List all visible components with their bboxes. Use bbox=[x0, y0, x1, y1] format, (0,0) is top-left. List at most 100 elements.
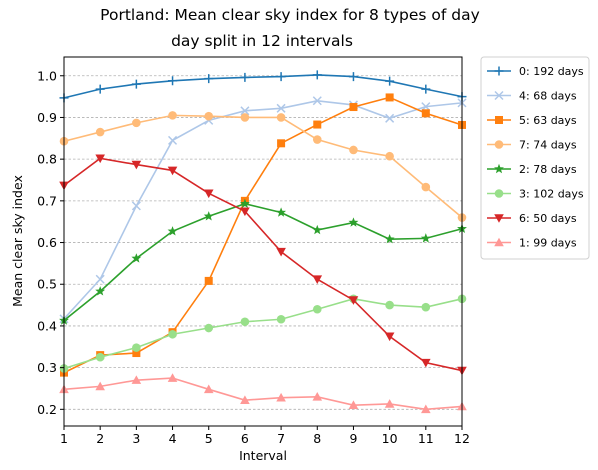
legend-marker bbox=[495, 116, 503, 124]
data-point bbox=[95, 352, 105, 362]
legend-marker bbox=[494, 66, 504, 76]
series-4 bbox=[59, 111, 467, 222]
y-tick-label: 0.7 bbox=[37, 193, 57, 208]
data-point bbox=[312, 135, 322, 144]
series-layer bbox=[59, 70, 467, 414]
legend: 0: 192 days 4: 68 days 5: 63 days 7: 74 day… bbox=[480, 56, 590, 260]
x-tick-label: 3 bbox=[132, 431, 140, 446]
data-point bbox=[421, 358, 431, 368]
x-tick-label: 12 bbox=[454, 431, 470, 446]
legend-entry: 0: 192 days bbox=[487, 65, 584, 78]
data-point bbox=[132, 343, 141, 352]
series-line bbox=[63, 74, 463, 99]
legend-entry: 1: 99 days bbox=[487, 237, 577, 250]
series-2 bbox=[59, 96, 467, 324]
data-point bbox=[131, 79, 141, 89]
data-point bbox=[385, 93, 394, 102]
data-point bbox=[276, 103, 286, 113]
data-point bbox=[131, 375, 142, 384]
data-point bbox=[168, 111, 177, 120]
data-point bbox=[276, 207, 287, 217]
data-point bbox=[384, 399, 395, 408]
data-point bbox=[203, 211, 214, 221]
legend-entry: 7: 74 days bbox=[487, 139, 577, 152]
data-point bbox=[276, 72, 286, 82]
data-point bbox=[168, 76, 178, 86]
data-point bbox=[420, 233, 431, 243]
chart-title-line2: day split in 12 intervals bbox=[171, 32, 353, 50]
data-point bbox=[421, 109, 430, 118]
data-point bbox=[348, 217, 359, 227]
x-tick-label: 9 bbox=[349, 431, 357, 446]
data-point bbox=[312, 70, 322, 80]
x-tick-label: 1 bbox=[60, 431, 68, 446]
data-point bbox=[385, 300, 394, 310]
data-point bbox=[313, 120, 322, 129]
legend-entry: 6: 50 days bbox=[487, 212, 577, 225]
series-7 bbox=[59, 154, 467, 376]
x-tick-label: 4 bbox=[169, 431, 177, 446]
legend-entry: 3: 102 days bbox=[487, 188, 584, 201]
series-line bbox=[63, 202, 463, 322]
legend-label: 1: 99 days bbox=[519, 237, 577, 250]
y-tick-label: 0.9 bbox=[37, 110, 57, 125]
legend-label: 6: 50 days bbox=[519, 212, 577, 225]
y-tick-label: 0.5 bbox=[37, 277, 57, 292]
data-point bbox=[421, 84, 431, 94]
data-point bbox=[204, 111, 214, 121]
data-point bbox=[421, 182, 431, 192]
data-point bbox=[132, 118, 141, 128]
series-line bbox=[63, 99, 463, 320]
data-point bbox=[95, 274, 105, 284]
series-6 bbox=[59, 294, 467, 373]
legend-label: 3: 102 days bbox=[519, 188, 584, 201]
data-point bbox=[312, 275, 323, 285]
data-point bbox=[385, 113, 395, 123]
data-point bbox=[312, 224, 323, 235]
legend-frame bbox=[480, 56, 590, 260]
series-line bbox=[63, 96, 463, 374]
legend-entry: 5: 63 days bbox=[487, 114, 577, 127]
data-point bbox=[95, 286, 106, 296]
data-point bbox=[240, 207, 250, 217]
chart-title-line1: Portland: Mean clear sky index for 8 typ… bbox=[100, 6, 480, 24]
y-tick-label: 1.0 bbox=[37, 68, 57, 83]
legend-marker bbox=[494, 237, 504, 247]
y-tick-label: 0.4 bbox=[37, 318, 57, 333]
x-tick-label: 8 bbox=[313, 431, 321, 446]
legend-label: 2: 78 days bbox=[519, 163, 577, 176]
series-line bbox=[63, 114, 463, 219]
legend-entry: 4: 68 days bbox=[487, 90, 577, 103]
data-point bbox=[421, 102, 431, 112]
x-tick-label: 10 bbox=[382, 431, 398, 446]
legend-entry: 2: 78 days bbox=[487, 163, 577, 176]
data-point bbox=[204, 276, 213, 285]
data-point bbox=[240, 395, 250, 404]
data-point bbox=[312, 304, 322, 314]
y-tick-label: 0.6 bbox=[37, 235, 57, 250]
data-point bbox=[240, 113, 250, 122]
series-line bbox=[63, 157, 463, 372]
data-point bbox=[240, 106, 250, 116]
data-point bbox=[131, 201, 141, 211]
data-point bbox=[131, 160, 142, 170]
data-point bbox=[384, 332, 395, 342]
y-ticks: 0.2 0.3 0.4 0.5 0.6 0.7 0.8 0.9 1.0 bbox=[37, 68, 64, 417]
data-point bbox=[204, 323, 214, 333]
x-tick-label: 11 bbox=[418, 431, 434, 446]
data-point bbox=[312, 392, 323, 401]
data-point bbox=[277, 139, 286, 148]
data-point bbox=[348, 296, 359, 305]
legend-marker bbox=[494, 189, 504, 198]
data-point bbox=[167, 373, 178, 382]
legend-label: 0: 192 days bbox=[519, 65, 584, 78]
y-tick-label: 0.2 bbox=[37, 402, 57, 417]
data-point bbox=[276, 392, 286, 402]
data-point bbox=[421, 302, 431, 312]
legend-marker bbox=[494, 140, 504, 149]
x-tick-label: 6 bbox=[241, 431, 249, 446]
legend-marker bbox=[494, 163, 504, 174]
legend-label: 5: 63 days bbox=[519, 114, 577, 127]
